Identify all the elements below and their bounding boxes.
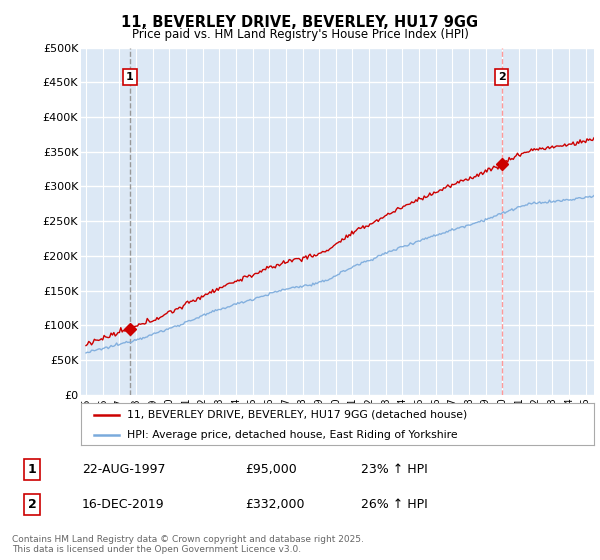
- Text: 11, BEVERLEY DRIVE, BEVERLEY, HU17 9GG: 11, BEVERLEY DRIVE, BEVERLEY, HU17 9GG: [121, 15, 479, 30]
- Text: 22-AUG-1997: 22-AUG-1997: [82, 463, 166, 476]
- Text: 26% ↑ HPI: 26% ↑ HPI: [361, 498, 428, 511]
- Text: Price paid vs. HM Land Registry's House Price Index (HPI): Price paid vs. HM Land Registry's House …: [131, 28, 469, 41]
- Text: Contains HM Land Registry data © Crown copyright and database right 2025.
This d: Contains HM Land Registry data © Crown c…: [12, 535, 364, 554]
- Text: 1: 1: [28, 463, 37, 476]
- Text: 2: 2: [498, 72, 506, 82]
- Text: 11, BEVERLEY DRIVE, BEVERLEY, HU17 9GG (detached house): 11, BEVERLEY DRIVE, BEVERLEY, HU17 9GG (…: [127, 409, 467, 419]
- Text: £95,000: £95,000: [245, 463, 296, 476]
- Text: HPI: Average price, detached house, East Riding of Yorkshire: HPI: Average price, detached house, East…: [127, 430, 458, 440]
- Text: £332,000: £332,000: [245, 498, 304, 511]
- Text: 1: 1: [126, 72, 134, 82]
- Text: 23% ↑ HPI: 23% ↑ HPI: [361, 463, 428, 476]
- Text: 2: 2: [28, 498, 37, 511]
- Text: 16-DEC-2019: 16-DEC-2019: [82, 498, 164, 511]
